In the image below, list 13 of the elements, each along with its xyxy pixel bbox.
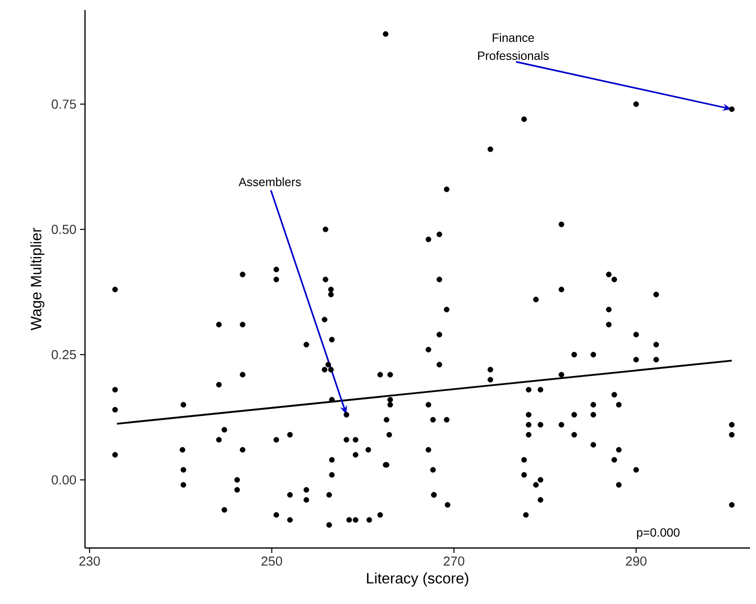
annotation: p=0.000: [637, 528, 680, 540]
y-axis-title: Wage Multiplier: [30, 228, 44, 330]
x-tick-label: 230: [79, 556, 100, 566]
annotation: Finance Professionals: [478, 33, 549, 60]
y-tick-label: 0.50: [52, 224, 76, 234]
x-axis-title: Literacy (score): [367, 572, 468, 587]
y-tick-label: 0.75: [52, 100, 76, 109]
annotation: Assemblers: [238, 177, 301, 186]
x-tick-label: 250: [262, 556, 282, 566]
y-tick-label: 0.00: [52, 475, 76, 484]
x-tick-label: 290: [626, 556, 646, 566]
y-tick-label: 0.25: [52, 350, 76, 360]
x-tick-label: 270: [444, 556, 464, 566]
